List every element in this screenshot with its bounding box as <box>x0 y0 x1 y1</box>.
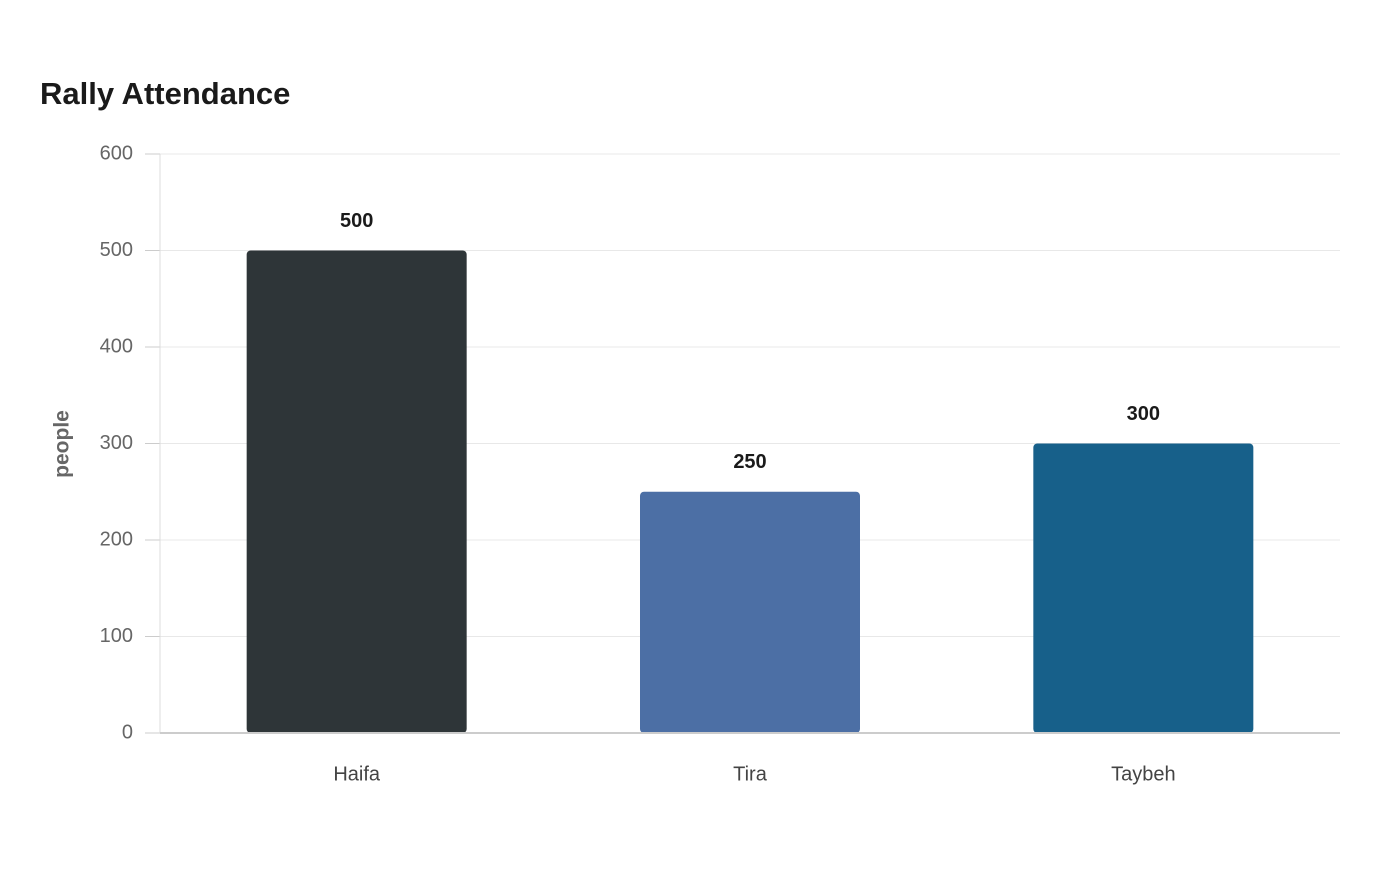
y-tick-label: 600 <box>100 142 133 164</box>
x-tick-label: Taybeh <box>1111 763 1176 785</box>
y-tick-label: 300 <box>100 432 133 454</box>
value-label: 250 <box>733 451 766 473</box>
value-label: 300 <box>1127 403 1160 425</box>
y-tick-label: 400 <box>100 335 133 357</box>
x-tick-label: Tira <box>733 763 768 785</box>
bar <box>246 250 467 733</box>
y-tick-label: 100 <box>100 625 133 647</box>
x-tick-label: Haifa <box>333 763 381 785</box>
y-axis-label: people <box>51 410 74 478</box>
y-tick-label: 500 <box>100 239 133 261</box>
y-tick-label: 0 <box>122 721 133 743</box>
y-tick-label: 200 <box>100 528 133 550</box>
bar <box>640 491 860 733</box>
bar <box>1033 443 1254 733</box>
chart-title: Rally Attendance <box>40 76 290 111</box>
value-label: 500 <box>340 210 373 232</box>
